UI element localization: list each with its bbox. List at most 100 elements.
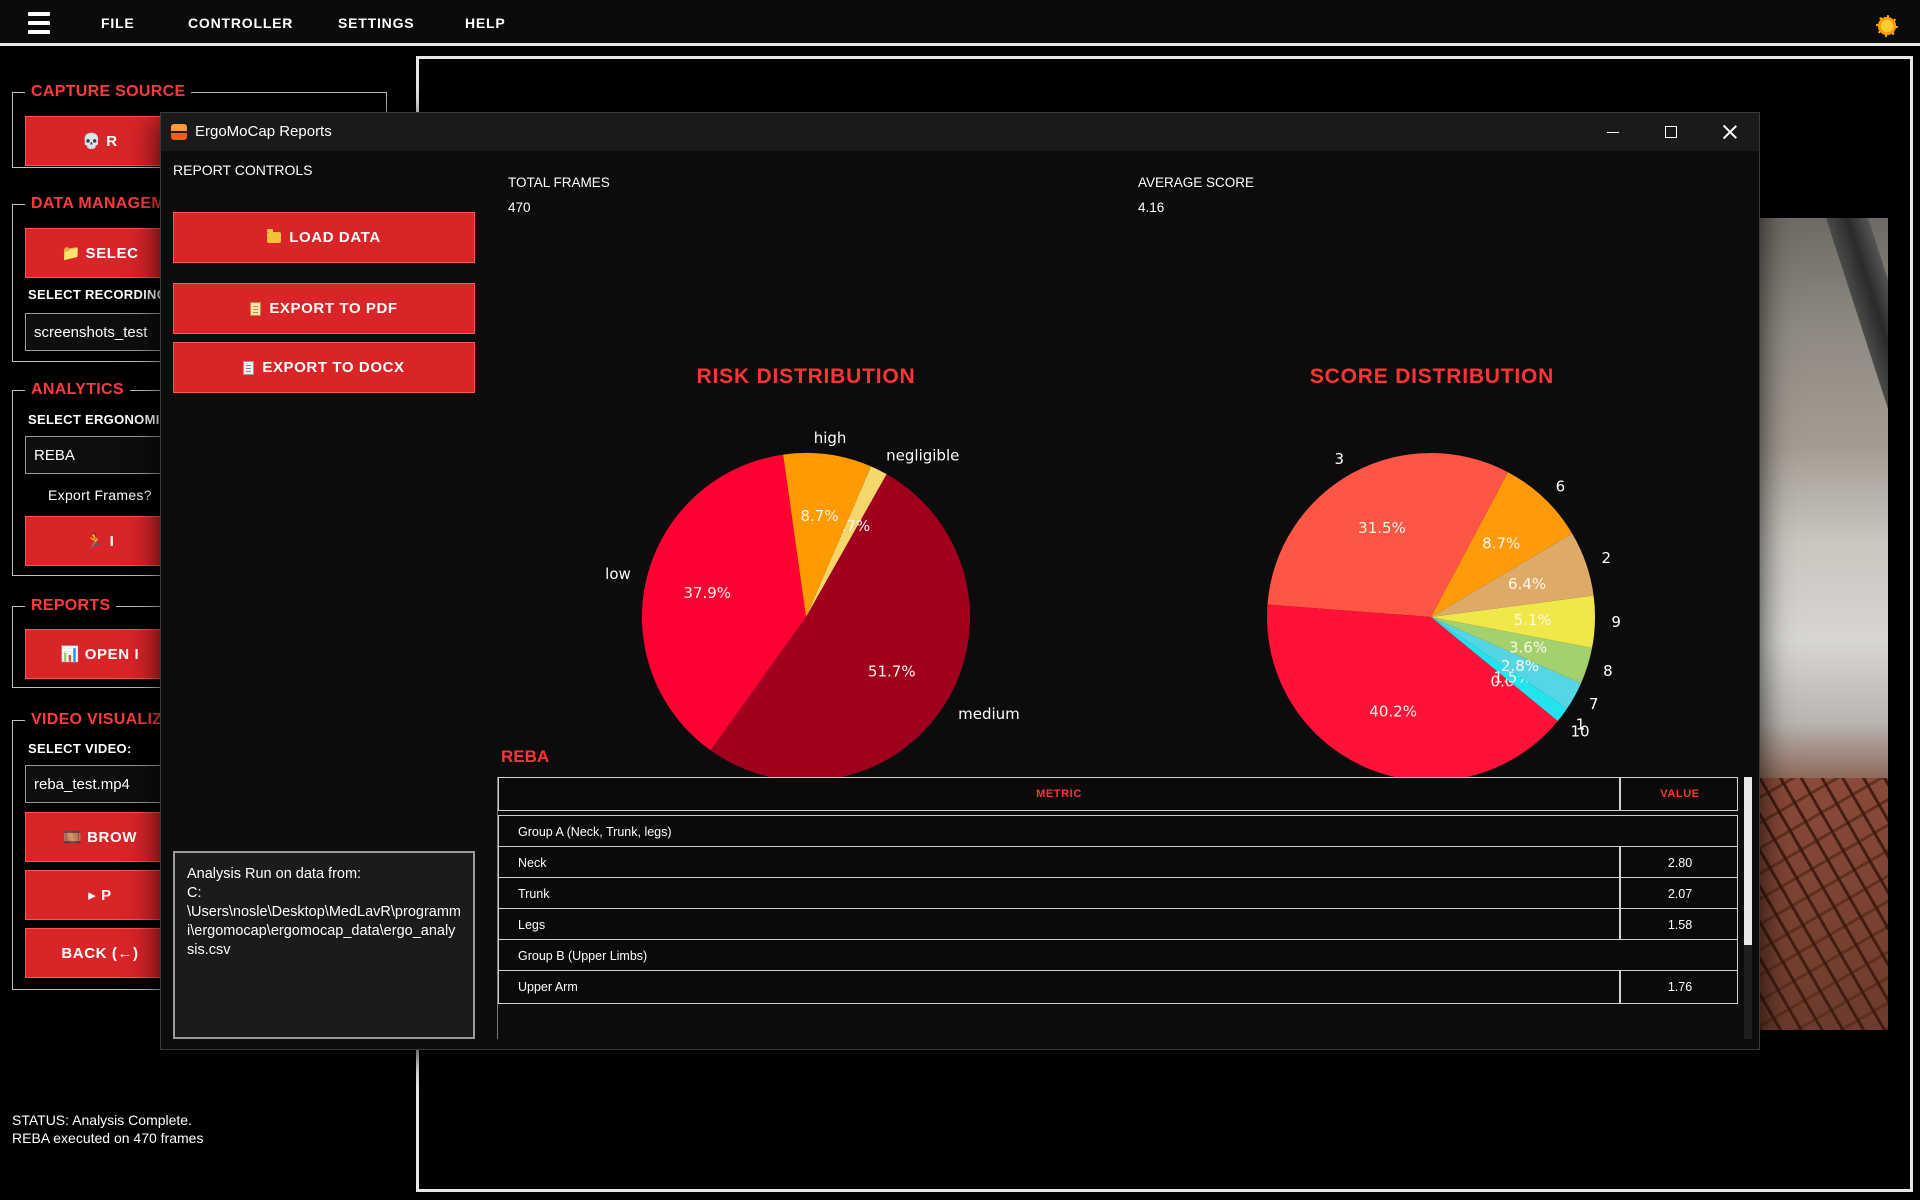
report-controls-label: REPORT CONTROLS xyxy=(173,162,313,178)
back-button[interactable]: BACK (←) xyxy=(25,928,175,978)
window-titlebar[interactable]: ErgoMoCap Reports xyxy=(161,113,1759,151)
metric-cell: Upper Arm xyxy=(518,980,578,994)
metric-cell: Group A (Neck, Trunk, legs) xyxy=(518,825,672,839)
pie-slice-high xyxy=(783,453,871,617)
pie-category-label: 9 xyxy=(1611,613,1621,631)
analysis-log: Analysis Run on data from: C: \Users\nos… xyxy=(173,851,475,1039)
metric-cell: Group B (Upper Limbs) xyxy=(518,949,648,963)
table-group-row: Group A (Neck, Trunk, legs) xyxy=(498,815,1738,849)
pie-category-label: 6 xyxy=(1556,478,1566,496)
pie-percent-label: 5.1% xyxy=(1514,611,1552,629)
risk-distribution-pie: 37.9%low51.7%medium1.7%negligible8.7%hig… xyxy=(605,429,1020,781)
pie-category-label: 1 xyxy=(1576,716,1586,734)
capture-source-title: CAPTURE SOURCE xyxy=(25,83,192,101)
table-scrollbar[interactable] xyxy=(1744,777,1752,1039)
open-reports-button[interactable]: 📊 OPEN I xyxy=(25,629,175,679)
video-select[interactable]: reba_test.mp4 xyxy=(25,765,175,803)
metric-column-header[interactable]: METRIC xyxy=(1036,788,1082,800)
metric-cell: Legs xyxy=(518,918,546,932)
export-frames-label[interactable]: Export Frames? xyxy=(48,487,152,503)
export-pdf-label: EXPORT TO PDF xyxy=(269,300,398,317)
pie-category-label: 2 xyxy=(1601,549,1611,567)
pie-percent-label: 3.6% xyxy=(1509,638,1547,656)
status-detail: REBA executed on 470 frames xyxy=(12,1130,204,1146)
pie-percent-label: 51.7% xyxy=(868,663,916,681)
browse-video-button[interactable]: 🎞️ BROW xyxy=(25,812,175,862)
metric-cell: Trunk xyxy=(518,887,550,901)
reports-window: ErgoMoCap Reports REPORT CONTROLS LOAD D… xyxy=(160,112,1760,1050)
metric-cell: Neck xyxy=(518,856,547,870)
pie-percent-label: 40.2% xyxy=(1369,702,1417,720)
theme-toggle-icon[interactable] xyxy=(1876,15,1898,37)
close-button[interactable] xyxy=(1701,113,1759,151)
pie-slice-3 xyxy=(1267,453,1508,617)
menu-controller[interactable]: CONTROLLER xyxy=(188,15,294,31)
score-distribution-pie: 31.5%340.2%40.0%101.5%12.8%73.6%85.1%96.… xyxy=(1267,450,1621,793)
select-video-label: SELECT VIDEO: xyxy=(28,741,132,756)
table-header-row: METRIC VALUE xyxy=(498,777,1738,811)
folder-icon xyxy=(267,229,282,243)
table-section-title: REBA xyxy=(501,747,550,766)
menu-settings[interactable]: SETTINGS xyxy=(338,15,415,31)
value-cell: 1.58 xyxy=(1619,909,1739,941)
menu-help[interactable]: HELP xyxy=(465,15,506,31)
pdf-document-icon xyxy=(250,301,262,316)
table-row: Trunk 2.07 xyxy=(498,877,1738,911)
table-row: Neck 2.80 xyxy=(498,846,1738,880)
pie-slice-4 xyxy=(1267,604,1558,782)
pie-category-label: 3 xyxy=(1335,450,1345,468)
score-distribution-title: SCORE DISTRIBUTION xyxy=(1310,365,1554,388)
reports-title: REPORTS xyxy=(25,597,117,615)
menu-bar: FILE CONTROLLER SETTINGS HELP xyxy=(0,0,1920,46)
pie-category-label: 8 xyxy=(1603,662,1613,680)
risk-distribution-title: RISK DISTRIBUTION xyxy=(697,365,916,388)
menu-file[interactable]: FILE xyxy=(101,15,135,31)
load-data-button[interactable]: LOAD DATA xyxy=(173,212,475,263)
table-scrollbar-thumb[interactable] xyxy=(1744,777,1752,945)
average-score-label: AVERAGE SCORE xyxy=(1138,175,1255,190)
pie-percent-label: 8.7% xyxy=(800,507,838,525)
maximize-icon xyxy=(1665,126,1677,138)
pie-slice-1 xyxy=(1431,617,1568,722)
ergonomic-method-select[interactable]: REBA xyxy=(25,436,175,474)
select-folder-button[interactable]: 📁 SELEC xyxy=(25,228,175,278)
value-cell: 1.76 xyxy=(1619,971,1739,1003)
metrics-table: METRIC VALUE Group A (Neck, Trunk, legs)… xyxy=(497,777,1747,1039)
close-icon xyxy=(1723,125,1737,139)
play-video-button[interactable]: ▸ P xyxy=(25,870,175,920)
capture-record-button[interactable]: 💀 R xyxy=(25,116,175,166)
docx-document-icon xyxy=(243,360,255,375)
run-analysis-button[interactable]: 🏃 I xyxy=(25,516,175,566)
hamburger-menu-icon[interactable] xyxy=(28,12,50,34)
table-row: Upper Arm 1.76 xyxy=(498,970,1738,1004)
pie-percent-label: 6.4% xyxy=(1508,575,1546,593)
value-cell: 2.07 xyxy=(1619,878,1739,910)
pie-percent-label: 31.5% xyxy=(1358,519,1406,537)
load-data-label: LOAD DATA xyxy=(289,229,381,246)
table-row: Legs 1.58 xyxy=(498,908,1738,942)
status-line: STATUS: Analysis Complete. xyxy=(12,1112,192,1128)
minimize-button[interactable] xyxy=(1584,113,1642,151)
pie-slice-negligible xyxy=(806,466,887,617)
pie-slice-7 xyxy=(1431,617,1581,709)
pie-percent-label: 2.8% xyxy=(1501,657,1539,675)
pie-percent-label: 37.9% xyxy=(683,584,731,602)
pie-percent-label: 8.7% xyxy=(1482,534,1520,552)
pie-slice-9 xyxy=(1431,595,1595,648)
total-frames-value: 470 xyxy=(508,200,531,215)
pie-category-label: 7 xyxy=(1589,695,1599,713)
pie-slice-low xyxy=(642,454,806,751)
pie-category-label: negligible xyxy=(886,446,959,464)
maximize-button[interactable] xyxy=(1642,113,1700,151)
value-column-header[interactable]: VALUE xyxy=(1619,778,1739,810)
export-pdf-button[interactable]: EXPORT TO PDF xyxy=(173,283,475,334)
average-score-value: 4.16 xyxy=(1138,200,1165,215)
window-title: ErgoMoCap Reports xyxy=(195,123,332,140)
recording-select[interactable]: screenshots_test xyxy=(25,313,175,351)
pie-slice-2 xyxy=(1431,533,1594,617)
data-management-title: DATA MANAGEME xyxy=(25,195,182,213)
value-cell: 2.80 xyxy=(1619,847,1739,879)
export-docx-button[interactable]: EXPORT TO DOCX xyxy=(173,342,475,393)
analytics-title: ANALYTICS xyxy=(25,381,130,399)
minimize-icon xyxy=(1607,131,1619,133)
